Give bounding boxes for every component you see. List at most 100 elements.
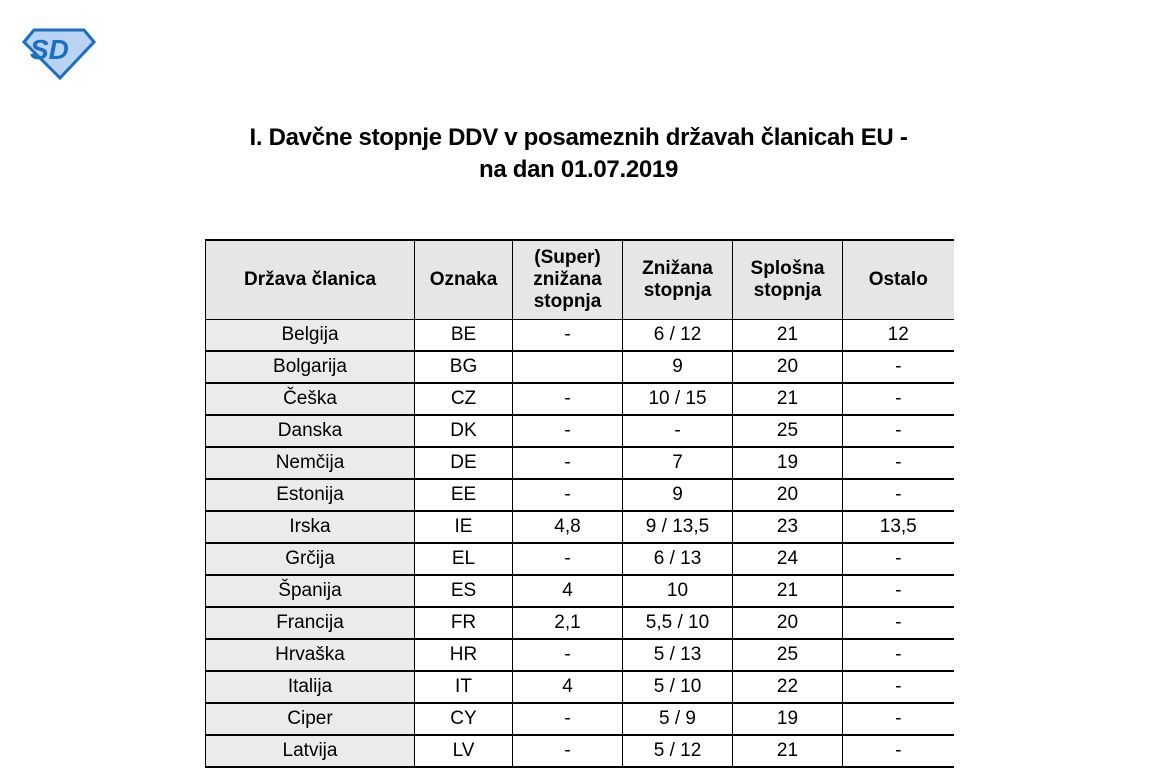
- cell-super-reduced-rate: 4,8: [512, 510, 623, 544]
- cell-other: 12: [842, 319, 954, 352]
- cell-code: HR: [414, 638, 513, 672]
- cell-code: IT: [414, 670, 513, 704]
- cell-reduced-rate: 6 / 13: [622, 542, 733, 576]
- cell-standard-rate: 21: [732, 319, 843, 352]
- cell-code: DK: [414, 414, 513, 448]
- header-reduced-rate: Znižana stopnja: [622, 239, 733, 320]
- table-row: Grčija EL -6 / 13 24-: [205, 542, 954, 576]
- cell-reduced-rate: 5 / 10: [622, 670, 733, 704]
- document-title: I. Davčne stopnje DDV v posameznih držav…: [0, 122, 1157, 186]
- cell-other: -: [842, 670, 954, 704]
- title-line-1: I. Davčne stopnje DDV v posameznih držav…: [249, 124, 908, 151]
- cell-country: Francija: [205, 606, 415, 640]
- header-country: Država članica: [205, 239, 415, 320]
- cell-other: -: [842, 574, 954, 608]
- table-row: Irska IE 4,8 9 / 13,5 23 13,5: [205, 510, 954, 544]
- cell-standard-rate: 19: [732, 446, 843, 480]
- cell-code: EL: [414, 542, 513, 576]
- cell-other: -: [842, 382, 954, 416]
- cell-country: Grčija: [205, 542, 415, 576]
- table-row: Latvija LV -5 / 12 21-: [205, 734, 954, 768]
- cell-standard-rate: 19: [732, 702, 843, 736]
- table-row: Češka CZ -10 / 15 21-: [205, 382, 954, 416]
- company-logo: SD: [22, 28, 96, 80]
- cell-reduced-rate: 7: [622, 446, 733, 480]
- title-line-2: na dan 01.07.2019: [478, 156, 679, 183]
- header-other: Ostalo: [842, 239, 954, 320]
- cell-super-reduced-rate: -: [512, 414, 623, 448]
- cell-code: BE: [414, 319, 513, 352]
- cell-country: Irska: [205, 510, 415, 544]
- cell-country: Nemčija: [205, 446, 415, 480]
- cell-country: Hrvaška: [205, 638, 415, 672]
- table-row: Belgija BE -6 / 12 21 12: [205, 319, 954, 352]
- cell-standard-rate: 21: [732, 734, 843, 768]
- cell-super-reduced-rate: -: [512, 382, 623, 416]
- header-standard-rate: Splošna stopnja: [732, 239, 843, 320]
- cell-country: Bolgarija: [205, 350, 415, 384]
- cell-country: Ciper: [205, 702, 415, 736]
- cell-code: ES: [414, 574, 513, 608]
- cell-other: -: [842, 446, 954, 480]
- cell-other: -: [842, 350, 954, 384]
- cell-standard-rate: 23: [732, 510, 843, 544]
- cell-super-reduced-rate: 4: [512, 670, 623, 704]
- cell-country: Estonija: [205, 478, 415, 512]
- cell-other: 13,5: [842, 510, 954, 544]
- cell-country: Latvija: [205, 734, 415, 768]
- cell-super-reduced-rate: -: [512, 542, 623, 576]
- cell-country: Italija: [205, 670, 415, 704]
- cell-standard-rate: 20: [732, 350, 843, 384]
- table-row: Nemčija DE -7 19-: [205, 446, 954, 480]
- table-row: Španija ES 4 10 21-: [205, 574, 954, 608]
- table-row: Bolgarija BG 9 20-: [205, 350, 954, 384]
- cell-country: Belgija: [205, 319, 415, 352]
- table-header-row: Država članica Oznaka (Super) znižana stop…: [205, 239, 954, 320]
- cell-code: FR: [414, 606, 513, 640]
- cell-reduced-rate: 5,5 / 10: [622, 606, 733, 640]
- cell-country: Danska: [205, 414, 415, 448]
- cell-super-reduced-rate: -: [512, 478, 623, 512]
- cell-standard-rate: 25: [732, 638, 843, 672]
- cell-standard-rate: 21: [732, 382, 843, 416]
- table-row: Hrvaška HR -5 / 13 25-: [205, 638, 954, 672]
- cell-reduced-rate: 9: [622, 478, 733, 512]
- cell-reduced-rate: 10 / 15: [622, 382, 733, 416]
- cell-super-reduced-rate: -: [512, 446, 623, 480]
- vat-rates-table: Država članica Oznaka (Super) znižana stop…: [205, 239, 954, 768]
- cell-country: Španija: [205, 574, 415, 608]
- cell-country: Češka: [205, 382, 415, 416]
- cell-super-reduced-rate: -: [512, 319, 623, 352]
- cell-other: -: [842, 638, 954, 672]
- cell-code: CZ: [414, 382, 513, 416]
- cell-other: -: [842, 478, 954, 512]
- cell-code: EE: [414, 478, 513, 512]
- table-row: Italija IT 4 5 / 10 22-: [205, 670, 954, 704]
- cell-reduced-rate: 5 / 13: [622, 638, 733, 672]
- cell-other: -: [842, 606, 954, 640]
- table-row: Francija FR 2,1 5,5 / 10 20-: [205, 606, 954, 640]
- cell-super-reduced-rate: -: [512, 638, 623, 672]
- cell-reduced-rate: 5 / 9: [622, 702, 733, 736]
- cell-super-reduced-rate: [512, 350, 623, 384]
- header-code: Oznaka: [414, 239, 513, 320]
- cell-reduced-rate: -: [622, 414, 733, 448]
- table-row: Estonija EE -9 20-: [205, 478, 954, 512]
- cell-super-reduced-rate: -: [512, 702, 623, 736]
- cell-super-reduced-rate: 2,1: [512, 606, 623, 640]
- cell-standard-rate: 20: [732, 478, 843, 512]
- cell-code: DE: [414, 446, 513, 480]
- cell-standard-rate: 22: [732, 670, 843, 704]
- cell-standard-rate: 25: [732, 414, 843, 448]
- svg-text:SD: SD: [30, 34, 69, 65]
- cell-other: -: [842, 542, 954, 576]
- cell-reduced-rate: 9 / 13,5: [622, 510, 733, 544]
- cell-other: -: [842, 414, 954, 448]
- cell-reduced-rate: 10: [622, 574, 733, 608]
- cell-reduced-rate: 5 / 12: [622, 734, 733, 768]
- cell-other: -: [842, 702, 954, 736]
- cell-standard-rate: 20: [732, 606, 843, 640]
- cell-reduced-rate: 6 / 12: [622, 319, 733, 352]
- cell-code: BG: [414, 350, 513, 384]
- cell-code: LV: [414, 734, 513, 768]
